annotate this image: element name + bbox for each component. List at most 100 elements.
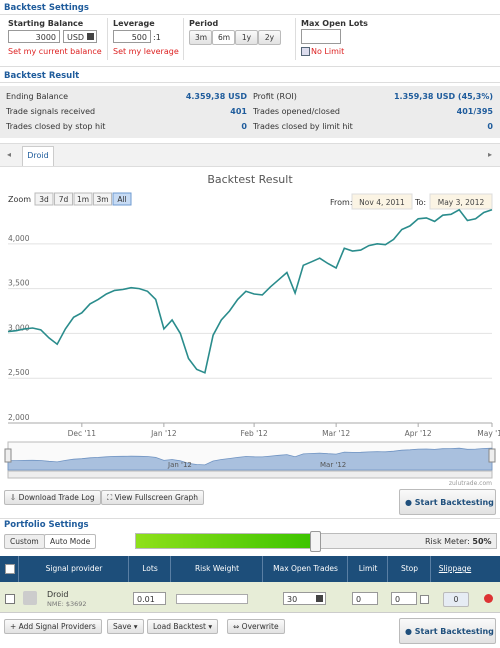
period-button[interactable]: 3m <box>189 30 212 45</box>
stat-label: Trades closed by stop hit <box>6 122 106 131</box>
stat-value: 0 <box>241 122 247 131</box>
button[interactable]: ⇔ Overwrite <box>227 619 285 634</box>
button-label: Add Signal Providers <box>18 622 96 631</box>
stat-value: 401/395 <box>456 107 493 116</box>
navigator-handle[interactable] <box>4 448 12 463</box>
checkbox[interactable] <box>5 594 15 604</box>
y-tick-label: 2,500 <box>8 368 30 377</box>
lots-input[interactable] <box>301 29 341 44</box>
zoom-button-label: 3d <box>39 195 49 204</box>
checkbox[interactable] <box>301 47 310 56</box>
button[interactable]: ⇩ Download Trade Log <box>4 490 101 505</box>
risk-slider[interactable] <box>310 531 321 552</box>
select-arrow <box>87 33 94 40</box>
navigator-handle[interactable] <box>488 448 496 463</box>
stat-value: 1.359,38 USD (45,3%) <box>393 92 493 101</box>
zoom-button-label: 7d <box>59 195 69 204</box>
remove-icon[interactable] <box>484 594 493 603</box>
period-button[interactable]: 6m <box>212 30 235 45</box>
max-open-select[interactable]: 30 <box>283 592 326 605</box>
start-button[interactable]: ● Start Backtesting <box>399 489 496 515</box>
period-button[interactable]: 1y <box>235 30 258 45</box>
chart: Backtest Result Zoom 3d 7d 1m 3m All From: Nov 4… <box>4 173 500 485</box>
zoom-button-label: 1m <box>77 195 89 204</box>
stats-panel <box>0 86 500 138</box>
column-header: Lots <box>128 556 171 582</box>
column-header: Stop <box>387 556 431 582</box>
start-button[interactable]: ● Start Backtesting <box>399 618 496 644</box>
date-input <box>429 193 493 210</box>
column-header: Max Open Trades <box>262 556 348 582</box>
zoom-label: Zoom <box>8 195 31 204</box>
link[interactable]: Set my current balance <box>8 47 102 56</box>
provider-name[interactable]: Droid <box>47 590 69 599</box>
button[interactable]: + Add Signal Providers <box>4 619 102 634</box>
section-title: Backtest Settings <box>4 3 89 13</box>
tab[interactable]: Droid <box>22 146 54 166</box>
zoom-button[interactable] <box>73 192 93 206</box>
button[interactable]: Load Backtest ▾ <box>147 619 219 634</box>
series-line <box>7 208 493 374</box>
navigator-area <box>7 447 493 471</box>
button-label: Save <box>113 622 132 631</box>
provider-sub: NME: $3692 <box>47 600 87 608</box>
stat-value: 4.359,38 USD <box>185 92 247 101</box>
stat-label: Trades opened/closed <box>253 107 340 116</box>
label: Period <box>189 19 219 28</box>
y-tick-label: 4,000 <box>8 234 30 243</box>
section-title: Backtest Result <box>4 71 80 81</box>
column-header: Risk Weight <box>170 556 263 582</box>
x-tick-label: Apr '12 <box>405 429 432 438</box>
button[interactable]: ⛶ View Fullscreen Graph <box>101 490 204 505</box>
chart-title: Backtest Result <box>207 173 293 186</box>
mode-button[interactable]: Custom <box>4 534 45 549</box>
stop-input[interactable]: 0 <box>391 592 417 605</box>
tab-arrow[interactable]: ◂ <box>7 150 12 159</box>
lots-input[interactable]: 0.01 <box>133 592 166 605</box>
zoom-button[interactable] <box>54 192 73 206</box>
mode-button[interactable]: Auto Mode <box>44 534 97 549</box>
button-label: Start Backtesting <box>414 627 494 636</box>
stat-label: Profit (ROI) <box>253 92 297 101</box>
button[interactable]: Save ▾ <box>107 619 144 634</box>
period-button[interactable]: 2y <box>258 30 281 45</box>
x-tick-label: Dec '11 <box>68 429 97 438</box>
stat-label: Trade signals received <box>6 107 96 116</box>
risk-value: 50% <box>472 537 492 546</box>
zoom-button[interactable] <box>112 192 132 206</box>
section-title: Portfolio Settings <box>4 520 89 530</box>
stat-value: 401 <box>230 107 247 116</box>
checkbox[interactable] <box>5 564 15 574</box>
limit-input[interactable]: 0 <box>352 592 378 605</box>
from-label: From: <box>330 198 353 207</box>
scrollbar <box>7 470 493 479</box>
date-input <box>351 193 413 210</box>
button-label: Load Backtest <box>153 622 206 631</box>
risk-weight-slider[interactable] <box>176 594 248 604</box>
balance-input[interactable]: 3000 <box>8 30 60 43</box>
slippage-button[interactable]: 0 <box>443 592 469 607</box>
avatar <box>23 591 37 605</box>
column-header: Slippage <box>430 556 479 582</box>
suffix: :1 <box>153 33 161 42</box>
button-label: Overwrite <box>241 622 279 631</box>
risk-meter-fill <box>136 534 314 548</box>
credit: zulutrade.com <box>449 480 492 485</box>
zoom-button[interactable] <box>93 192 112 206</box>
label: Max Open Lots <box>301 19 368 28</box>
checkbox[interactable] <box>420 595 429 604</box>
from-date: Nov 4, 2011 <box>359 198 405 207</box>
button-label: Start Backtesting <box>414 498 494 507</box>
y-tick-label: 2,000 <box>8 413 30 422</box>
tab-arrow[interactable]: ▸ <box>488 150 493 159</box>
leverage-input[interactable]: 500 <box>113 30 151 43</box>
to-date: May 3, 2012 <box>438 198 485 207</box>
zoom-button-label: All <box>117 195 126 204</box>
navigator-label: Jan '12 <box>167 461 192 469</box>
link[interactable]: Set my leverage <box>113 47 179 56</box>
zoom-button[interactable] <box>34 192 54 206</box>
text: Risk Meter: <box>425 537 470 546</box>
stat-value: 0 <box>487 122 493 131</box>
y-tick-label: 3,000 <box>8 323 30 332</box>
